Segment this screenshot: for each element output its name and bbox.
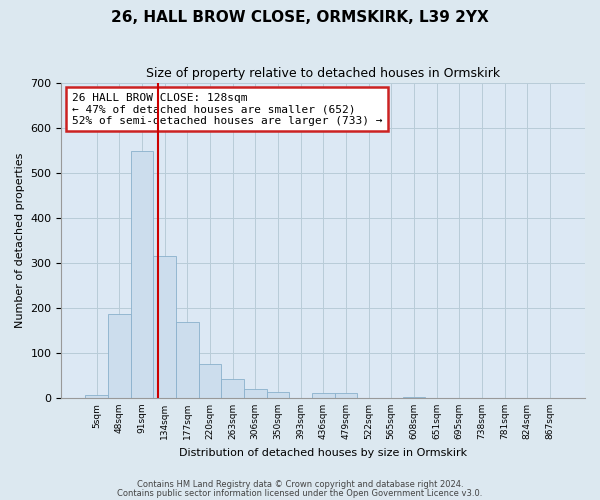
Text: 26, HALL BROW CLOSE, ORMSKIRK, L39 2YX: 26, HALL BROW CLOSE, ORMSKIRK, L39 2YX: [111, 10, 489, 25]
X-axis label: Distribution of detached houses by size in Ormskirk: Distribution of detached houses by size …: [179, 448, 467, 458]
Bar: [108, 314, 131, 398]
Bar: [335, 394, 357, 398]
Bar: [176, 322, 199, 398]
Bar: [403, 396, 425, 398]
Text: Contains HM Land Registry data © Crown copyright and database right 2024.: Contains HM Land Registry data © Crown c…: [137, 480, 463, 489]
Y-axis label: Number of detached properties: Number of detached properties: [15, 153, 25, 328]
Bar: [199, 364, 221, 398]
Text: Contains public sector information licensed under the Open Government Licence v3: Contains public sector information licen…: [118, 489, 482, 498]
Bar: [312, 392, 335, 398]
Title: Size of property relative to detached houses in Ormskirk: Size of property relative to detached ho…: [146, 68, 500, 80]
Bar: [131, 151, 153, 398]
Bar: [266, 392, 289, 398]
Bar: [244, 389, 266, 398]
Bar: [153, 256, 176, 398]
Bar: [85, 395, 108, 398]
Bar: [221, 380, 244, 398]
Text: 26 HALL BROW CLOSE: 128sqm
← 47% of detached houses are smaller (652)
52% of sem: 26 HALL BROW CLOSE: 128sqm ← 47% of deta…: [72, 92, 382, 126]
